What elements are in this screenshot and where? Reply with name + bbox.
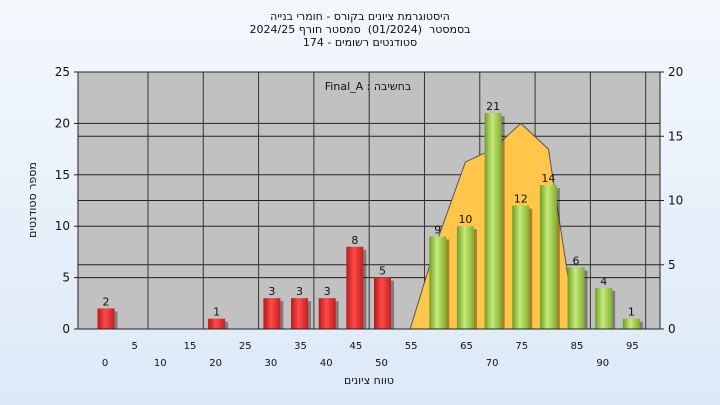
x-tick-label-upper: 95 (626, 341, 639, 352)
bar (429, 236, 447, 329)
x-tick-label-lower: 40 (320, 358, 333, 369)
x-tick-label-lower: 0 (102, 358, 108, 369)
bar-value-label: 5 (379, 265, 386, 278)
bar (456, 226, 474, 329)
chart-subtitle: בסמסטר (01/2024) סמסטר חורף 2024/25 (249, 23, 471, 36)
y-tick-label: 25 (55, 65, 70, 79)
x-tick-label-upper: 5 (131, 341, 137, 352)
bar-value-label: 1 (628, 306, 635, 319)
x-tick-label-upper: 25 (239, 341, 252, 352)
x-tick-label-upper: 55 (405, 341, 418, 352)
chart-title: היסטוגרמת ציונים בקורס - חומרי בנייה (270, 10, 450, 23)
bar (484, 113, 502, 330)
bar-value-label: 14 (541, 172, 555, 185)
y-tick-label: 15 (55, 168, 70, 182)
x-tick-label-lower: 30 (265, 358, 278, 369)
bar-value-label: 8 (351, 234, 358, 247)
bar (208, 318, 226, 329)
y-tick-label: 0 (62, 322, 70, 336)
y2-tick-label: 5 (668, 258, 676, 272)
y2-tick-label: 20 (668, 65, 683, 79)
y2-tick-label: 10 (668, 194, 683, 208)
chart-title-block: היסטוגרמת ציונים בקורס - חומרי בנייה בסמ… (0, 10, 720, 49)
x-tick-label-upper: 45 (349, 341, 362, 352)
bar-value-label: 4 (600, 275, 607, 288)
x-tick-label-lower: 50 (375, 358, 388, 369)
bar (622, 318, 640, 329)
bar (595, 287, 613, 329)
bar-value-label: 2 (103, 295, 110, 308)
bar-value-label: 9 (434, 223, 441, 236)
x-tick-label-lower: 10 (154, 358, 167, 369)
x-tick-label-upper: 65 (460, 341, 473, 352)
x-tick-label-upper: 35 (294, 341, 307, 352)
x-tick-label-upper: 85 (571, 341, 584, 352)
enrolled-count: סטודנטים רשומים - 174 (302, 36, 418, 49)
bar-value-label: 21 (486, 100, 500, 113)
bar-value-label: 3 (324, 285, 331, 298)
bar-value-label: 1 (213, 306, 220, 319)
bar-value-label: 3 (268, 285, 275, 298)
y-tick-label: 20 (55, 116, 70, 130)
bar (512, 205, 530, 329)
bar (263, 298, 281, 329)
x-tick-label-lower: 20 (209, 358, 222, 369)
bar (567, 267, 585, 329)
y2-tick-label: 0 (668, 322, 676, 336)
bar (291, 298, 309, 329)
bar (346, 246, 364, 329)
x-tick-label-upper: 75 (515, 341, 528, 352)
y-tick-label: 5 (62, 271, 70, 285)
bar-value-label: 6 (573, 254, 580, 267)
bar (97, 308, 115, 329)
y-tick-label: 10 (55, 219, 70, 233)
x-tick-label-upper: 15 (184, 341, 197, 352)
bar-value-label: 3 (296, 285, 303, 298)
bar (539, 185, 557, 329)
y-axis-label: מספר סטודנטים (26, 162, 39, 238)
bar-value-label: 10 (458, 213, 472, 226)
bar-value-label: 12 (514, 193, 528, 206)
x-tick-label-lower: 90 (596, 358, 609, 369)
y2-tick-label: 15 (668, 129, 683, 143)
x-tick-label-lower: 70 (486, 358, 499, 369)
bar (318, 298, 336, 329)
annotation-label: Final_A : בחשיבה (325, 80, 411, 93)
x-axis-label: טווח ציונים (344, 374, 394, 387)
bar (374, 277, 391, 329)
